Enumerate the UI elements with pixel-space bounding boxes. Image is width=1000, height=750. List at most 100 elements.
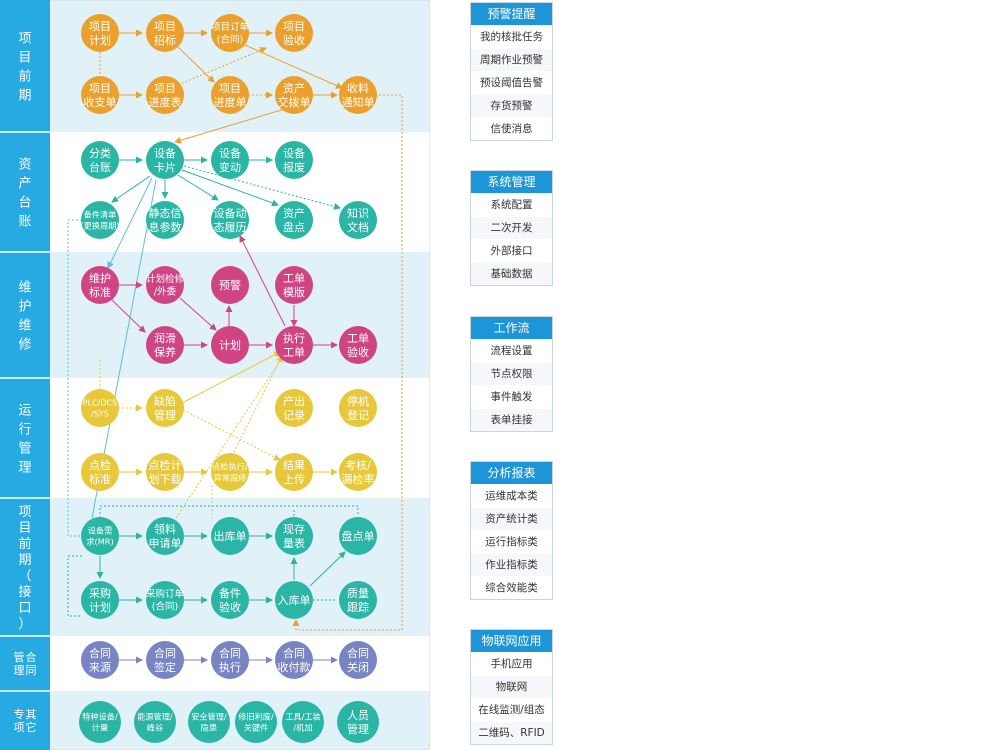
node-n24: 计划 (211, 326, 249, 364)
node-circle (211, 141, 249, 179)
node-label: 静态信 (149, 206, 182, 220)
node-label: 合同 (347, 646, 369, 660)
node-circle (81, 581, 119, 619)
panel-item[interactable]: 作业指标类 (471, 553, 552, 576)
node-circle (282, 701, 324, 743)
node-label: 资产 (283, 81, 305, 95)
node-n3: 项目订单(合同) (211, 14, 249, 52)
node-label: 卡片 (154, 161, 176, 174)
node-n14: 备件清单 (更换周期) (80, 201, 120, 239)
panel-item[interactable]: 外部接口 (471, 239, 552, 262)
node-label: 求(MR) (86, 537, 113, 547)
node-label: 执行 (219, 660, 241, 674)
panel-item[interactable]: 物联网 (471, 675, 552, 698)
node-label: /外委 (154, 286, 177, 298)
node-label: 采购订单 (146, 588, 185, 600)
node-circle (146, 14, 184, 52)
node-label: 停机 (347, 394, 369, 408)
panel-item[interactable]: 二维码、RFID (471, 721, 552, 744)
panel-item[interactable]: 周期作业预警 (471, 48, 552, 71)
panel-item[interactable]: 存货预警 (471, 94, 552, 117)
panel-item[interactable]: 运行指标类 (471, 530, 552, 553)
node-label: 出库单 (214, 529, 247, 543)
panel-item[interactable]: 资产统计类 (471, 507, 552, 530)
node-label: 收支单 (84, 95, 117, 109)
node-label: 保养 (154, 345, 176, 359)
node-label: 态履历 (214, 221, 247, 234)
node-label: /机加 (293, 723, 312, 733)
node-circle (81, 76, 119, 114)
node-circle (339, 641, 377, 679)
panel-item[interactable]: 基础数据 (471, 262, 552, 285)
node-circle (211, 641, 249, 679)
node-label: 采购 (89, 586, 111, 600)
node-circle (146, 266, 184, 304)
node-label: 备件 (219, 586, 241, 600)
panel-3: 分析报表 运维成本类 资产统计类 运行指标类 作业指标类 综合效能类 (470, 461, 553, 600)
node-circle (275, 76, 313, 114)
node-label: 项目 (154, 20, 176, 33)
node-circle (146, 326, 184, 364)
node-label: 执行 (283, 331, 305, 345)
node-label: 合同 (219, 646, 241, 660)
node-label: 项目 (154, 82, 176, 95)
panel-item[interactable]: 手机应用 (471, 652, 552, 675)
panel-item[interactable]: 运维成本类 (471, 484, 552, 507)
node-label: 计划 (89, 601, 111, 614)
panel-item[interactable]: 二次开发 (471, 216, 552, 239)
panel-item[interactable]: 综合效能类 (471, 576, 552, 599)
node-label: 设备 (219, 146, 241, 160)
node-circle (339, 326, 377, 364)
node-label: 设备 (283, 146, 305, 160)
node-label: 通知单 (342, 95, 375, 109)
node-label: 安全管理/ (191, 711, 227, 721)
node-label: 计划 (219, 339, 241, 352)
panel-item[interactable]: 预设阈值告警 (471, 71, 552, 94)
node-label: 特种设备/ (82, 711, 118, 721)
node-circle (146, 76, 184, 114)
panel-item[interactable]: 我的核批任务 (471, 25, 552, 48)
node-label: 验收 (347, 345, 369, 359)
node-circle (146, 389, 184, 427)
node-label: 工单 (283, 272, 305, 285)
node-circle (339, 581, 377, 619)
node-label: 异常报修 (214, 473, 247, 483)
node-circle (235, 701, 277, 743)
panel-item[interactable]: 在线监测/组态 (471, 698, 552, 721)
panel-item[interactable]: 流程设置 (471, 339, 552, 362)
nodes: 项目计划项目招标项目订单(合同)项目验收项目收支单项目进度表项目进度单资产交拨单… (79, 14, 379, 743)
node-label: 文档 (347, 220, 369, 234)
panel-item[interactable]: 信使消息 (471, 117, 552, 140)
panel-item[interactable]: 表单挂接 (471, 408, 552, 431)
panel-item[interactable]: 节点权限 (471, 362, 552, 385)
node-label: 台账 (89, 160, 111, 174)
node-label: 合同 (89, 646, 111, 660)
panel-item[interactable]: 事件触发 (471, 385, 552, 408)
node-label: 资产 (283, 206, 305, 220)
node-circle (146, 201, 184, 239)
node-label: 息参数 (149, 220, 182, 234)
node-circle (211, 326, 249, 364)
node-circle (211, 517, 249, 555)
node-label: 变动 (219, 160, 241, 174)
panel-item[interactable]: 系统配置 (471, 193, 552, 216)
node-label: 验收 (283, 33, 305, 47)
node-circle (134, 701, 176, 743)
